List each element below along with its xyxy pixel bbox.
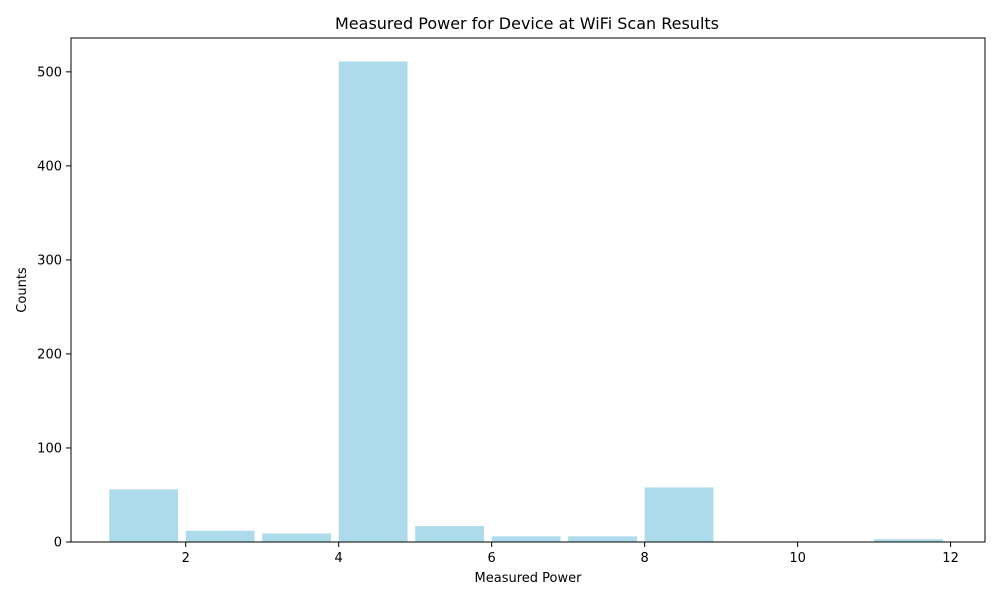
chart-title: Measured Power for Device at WiFi Scan R… xyxy=(335,14,719,33)
bar-4 xyxy=(415,526,485,542)
bar-6 xyxy=(568,536,637,542)
bar-10 xyxy=(874,539,943,542)
y-tick-label: 200 xyxy=(37,347,62,362)
bar-1 xyxy=(185,530,255,542)
x-tick-label: 10 xyxy=(789,551,806,566)
x-tick-label: 2 xyxy=(182,551,190,566)
x-tick-label: 12 xyxy=(942,551,959,566)
x-tick-label: 6 xyxy=(488,551,496,566)
y-axis-ticks: 0 100 200 300 400 500 xyxy=(37,65,71,551)
y-tick-label: 300 xyxy=(37,253,62,268)
x-axis-ticks: 2 4 6 8 10 12 xyxy=(182,542,959,566)
bar-0 xyxy=(109,489,179,542)
x-axis-label: Measured Power xyxy=(475,571,583,586)
y-tick-label: 500 xyxy=(37,65,62,80)
bar-3 xyxy=(338,61,408,543)
bar-2 xyxy=(262,533,332,542)
y-axis-label: Counts xyxy=(15,267,30,313)
y-tick-label: 0 xyxy=(54,536,62,551)
bar-7 xyxy=(644,487,714,542)
y-tick-label: 400 xyxy=(37,159,62,174)
x-tick-label: 8 xyxy=(640,551,648,566)
x-tick-label: 4 xyxy=(335,551,343,566)
bars-group xyxy=(109,61,943,543)
bar-5 xyxy=(491,536,561,542)
y-tick-label: 100 xyxy=(37,441,62,456)
plot-frame xyxy=(70,37,986,543)
